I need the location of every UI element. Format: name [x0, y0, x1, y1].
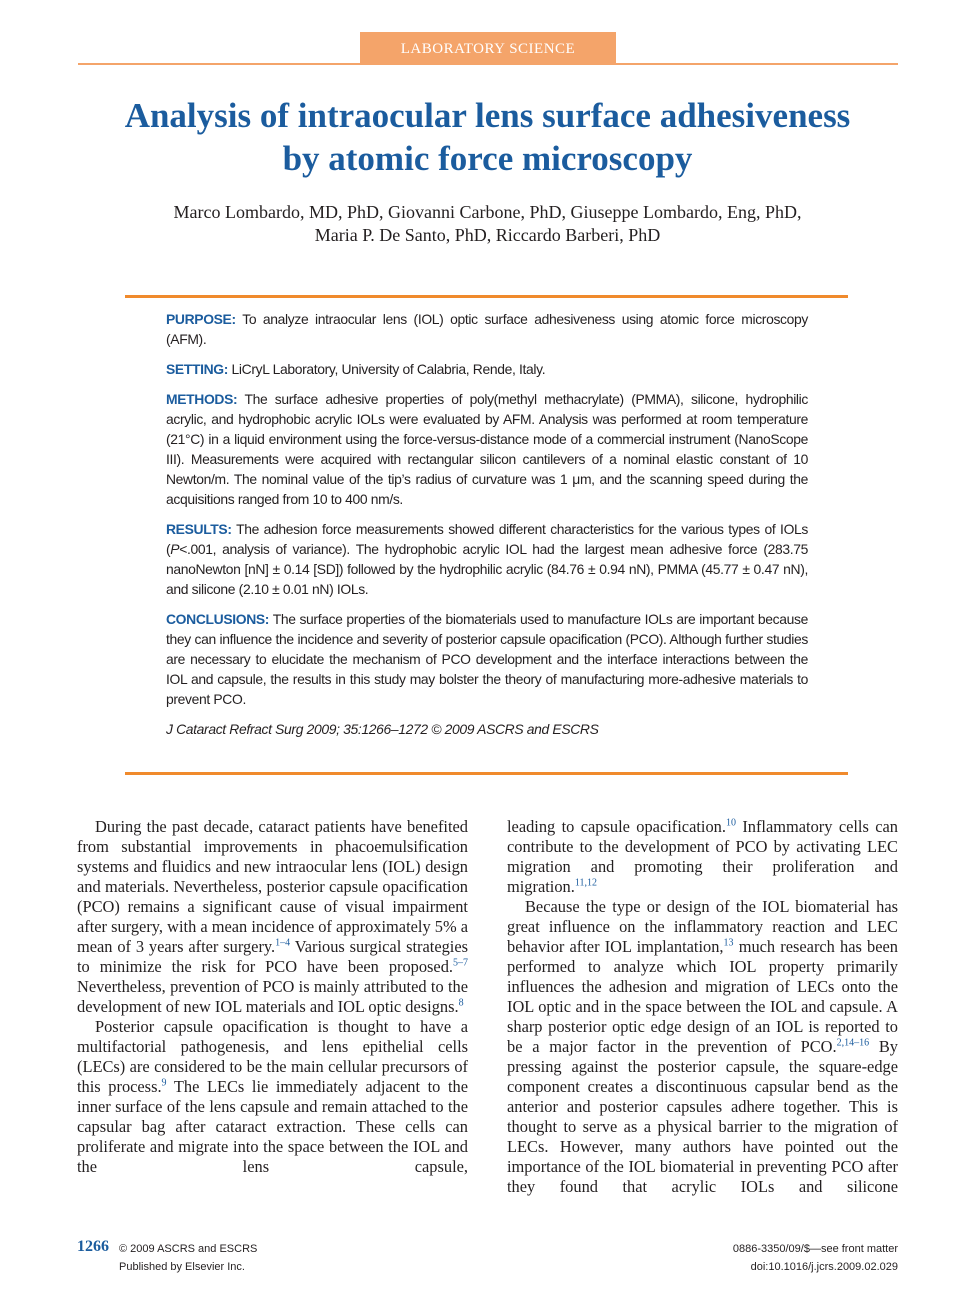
text-run: The LECs lie immediately adjacent to the… [77, 1077, 468, 1176]
body-column: leading to capsule opacification.10 Infl… [507, 817, 898, 1217]
paragraph: Because the type or design of the IOL bi… [507, 897, 898, 1197]
section-label: LABORATORY SCIENCE [360, 32, 616, 64]
paragraph: During the past decade, cataract patient… [77, 817, 468, 1017]
copyright: © 2009 ASCRS and ESCRS [119, 1243, 258, 1255]
reference: 1–4 [275, 937, 291, 949]
text-run: Because the type or design of the IOL bi… [507, 897, 898, 956]
paragraph: leading to capsule opacification.10 Infl… [507, 817, 898, 897]
authors: Marco Lombardo, MD, PhD, Giovanni Carbon… [40, 201, 935, 247]
text-run: Inflammatory cells can contribute to the… [507, 817, 898, 896]
author-line: Marco Lombardo, MD, PhD, Giovanni Carbon… [173, 202, 802, 222]
body-column: During the past decade, cataract patient… [77, 817, 468, 1217]
abstract: PURPOSE: To analyze intraocular lens (IO… [166, 309, 808, 749]
text-run: During the past decade, cataract patient… [77, 817, 468, 956]
issn: 0886-3350/09/$—see front matter [732, 1243, 898, 1255]
reference: 5–7 [453, 957, 468, 969]
reference: 9 [161, 1077, 167, 1089]
reference: 11,12 [574, 877, 597, 889]
publisher: Published by Elsevier Inc. [119, 1261, 245, 1273]
header-rule [78, 63, 898, 65]
reference: 2,14–16 [836, 1037, 870, 1049]
section-label: RESULTS: [166, 521, 232, 537]
text-run: The surface properties of the biomateria… [166, 611, 808, 707]
citation: J Cataract Refract Surg 2009; 35:1266–12… [166, 721, 599, 737]
reference: 8 [458, 997, 464, 1009]
italic-text: P [170, 541, 180, 557]
text-run: Posterior capsule opacification is thoug… [77, 1017, 468, 1096]
author-line: Maria P. De Santo, PhD, Riccardo Barberi… [314, 225, 661, 245]
reference: 13 [723, 937, 734, 949]
title-line: by atomic force microscopy [282, 139, 693, 178]
abstract-section: CONCLUSIONS: The surface properties of t… [166, 609, 808, 709]
text-run: much research has been performed to anal… [507, 937, 898, 1056]
paragraph: Posterior capsule opacification is thoug… [77, 1017, 468, 1177]
text-run: leading to capsule opacification. [507, 817, 726, 836]
section-label: CONCLUSIONS: [166, 611, 270, 627]
text-run: LiCryL Laboratory, University of Calabri… [228, 361, 546, 377]
text-run: By pressing against the posterior capsul… [507, 1037, 898, 1196]
page-number: 1266 [77, 1238, 109, 1255]
abstract-section: RESULTS: The adhesion force measurements… [166, 519, 808, 599]
reference: 10 [725, 817, 736, 829]
text-run: To analyze intraocular lens (IOL) optic … [166, 311, 808, 347]
text-run: <.001, analysis of variance). The hydrop… [166, 541, 808, 597]
abstract-rule [125, 772, 848, 775]
title: Analysis of intraocular lens surface adh… [40, 94, 935, 180]
text-run: The surface adhesive properties of poly(… [166, 391, 808, 507]
abstract-section: METHODS: The surface adhesive properties… [166, 389, 808, 509]
text-run: Various surgical strategies to minimize … [77, 937, 468, 976]
abstract-rule [125, 295, 848, 298]
text-run: The adhesion force measurements showed d… [166, 521, 808, 557]
section-label: METHODS: [166, 391, 238, 407]
title-line: Analysis of intraocular lens surface adh… [124, 96, 851, 135]
doi: doi:10.1016/j.jcrs.2009.02.029 [750, 1261, 898, 1273]
abstract-section: PURPOSE: To analyze intraocular lens (IO… [166, 309, 808, 349]
section-label: PURPOSE: [166, 311, 236, 327]
section-label: SETTING: [166, 361, 229, 377]
abstract-section: SETTING: LiCryL Laboratory, University o… [166, 359, 808, 379]
text-run: Nevertheless, prevention of PCO is mainl… [77, 977, 468, 1016]
